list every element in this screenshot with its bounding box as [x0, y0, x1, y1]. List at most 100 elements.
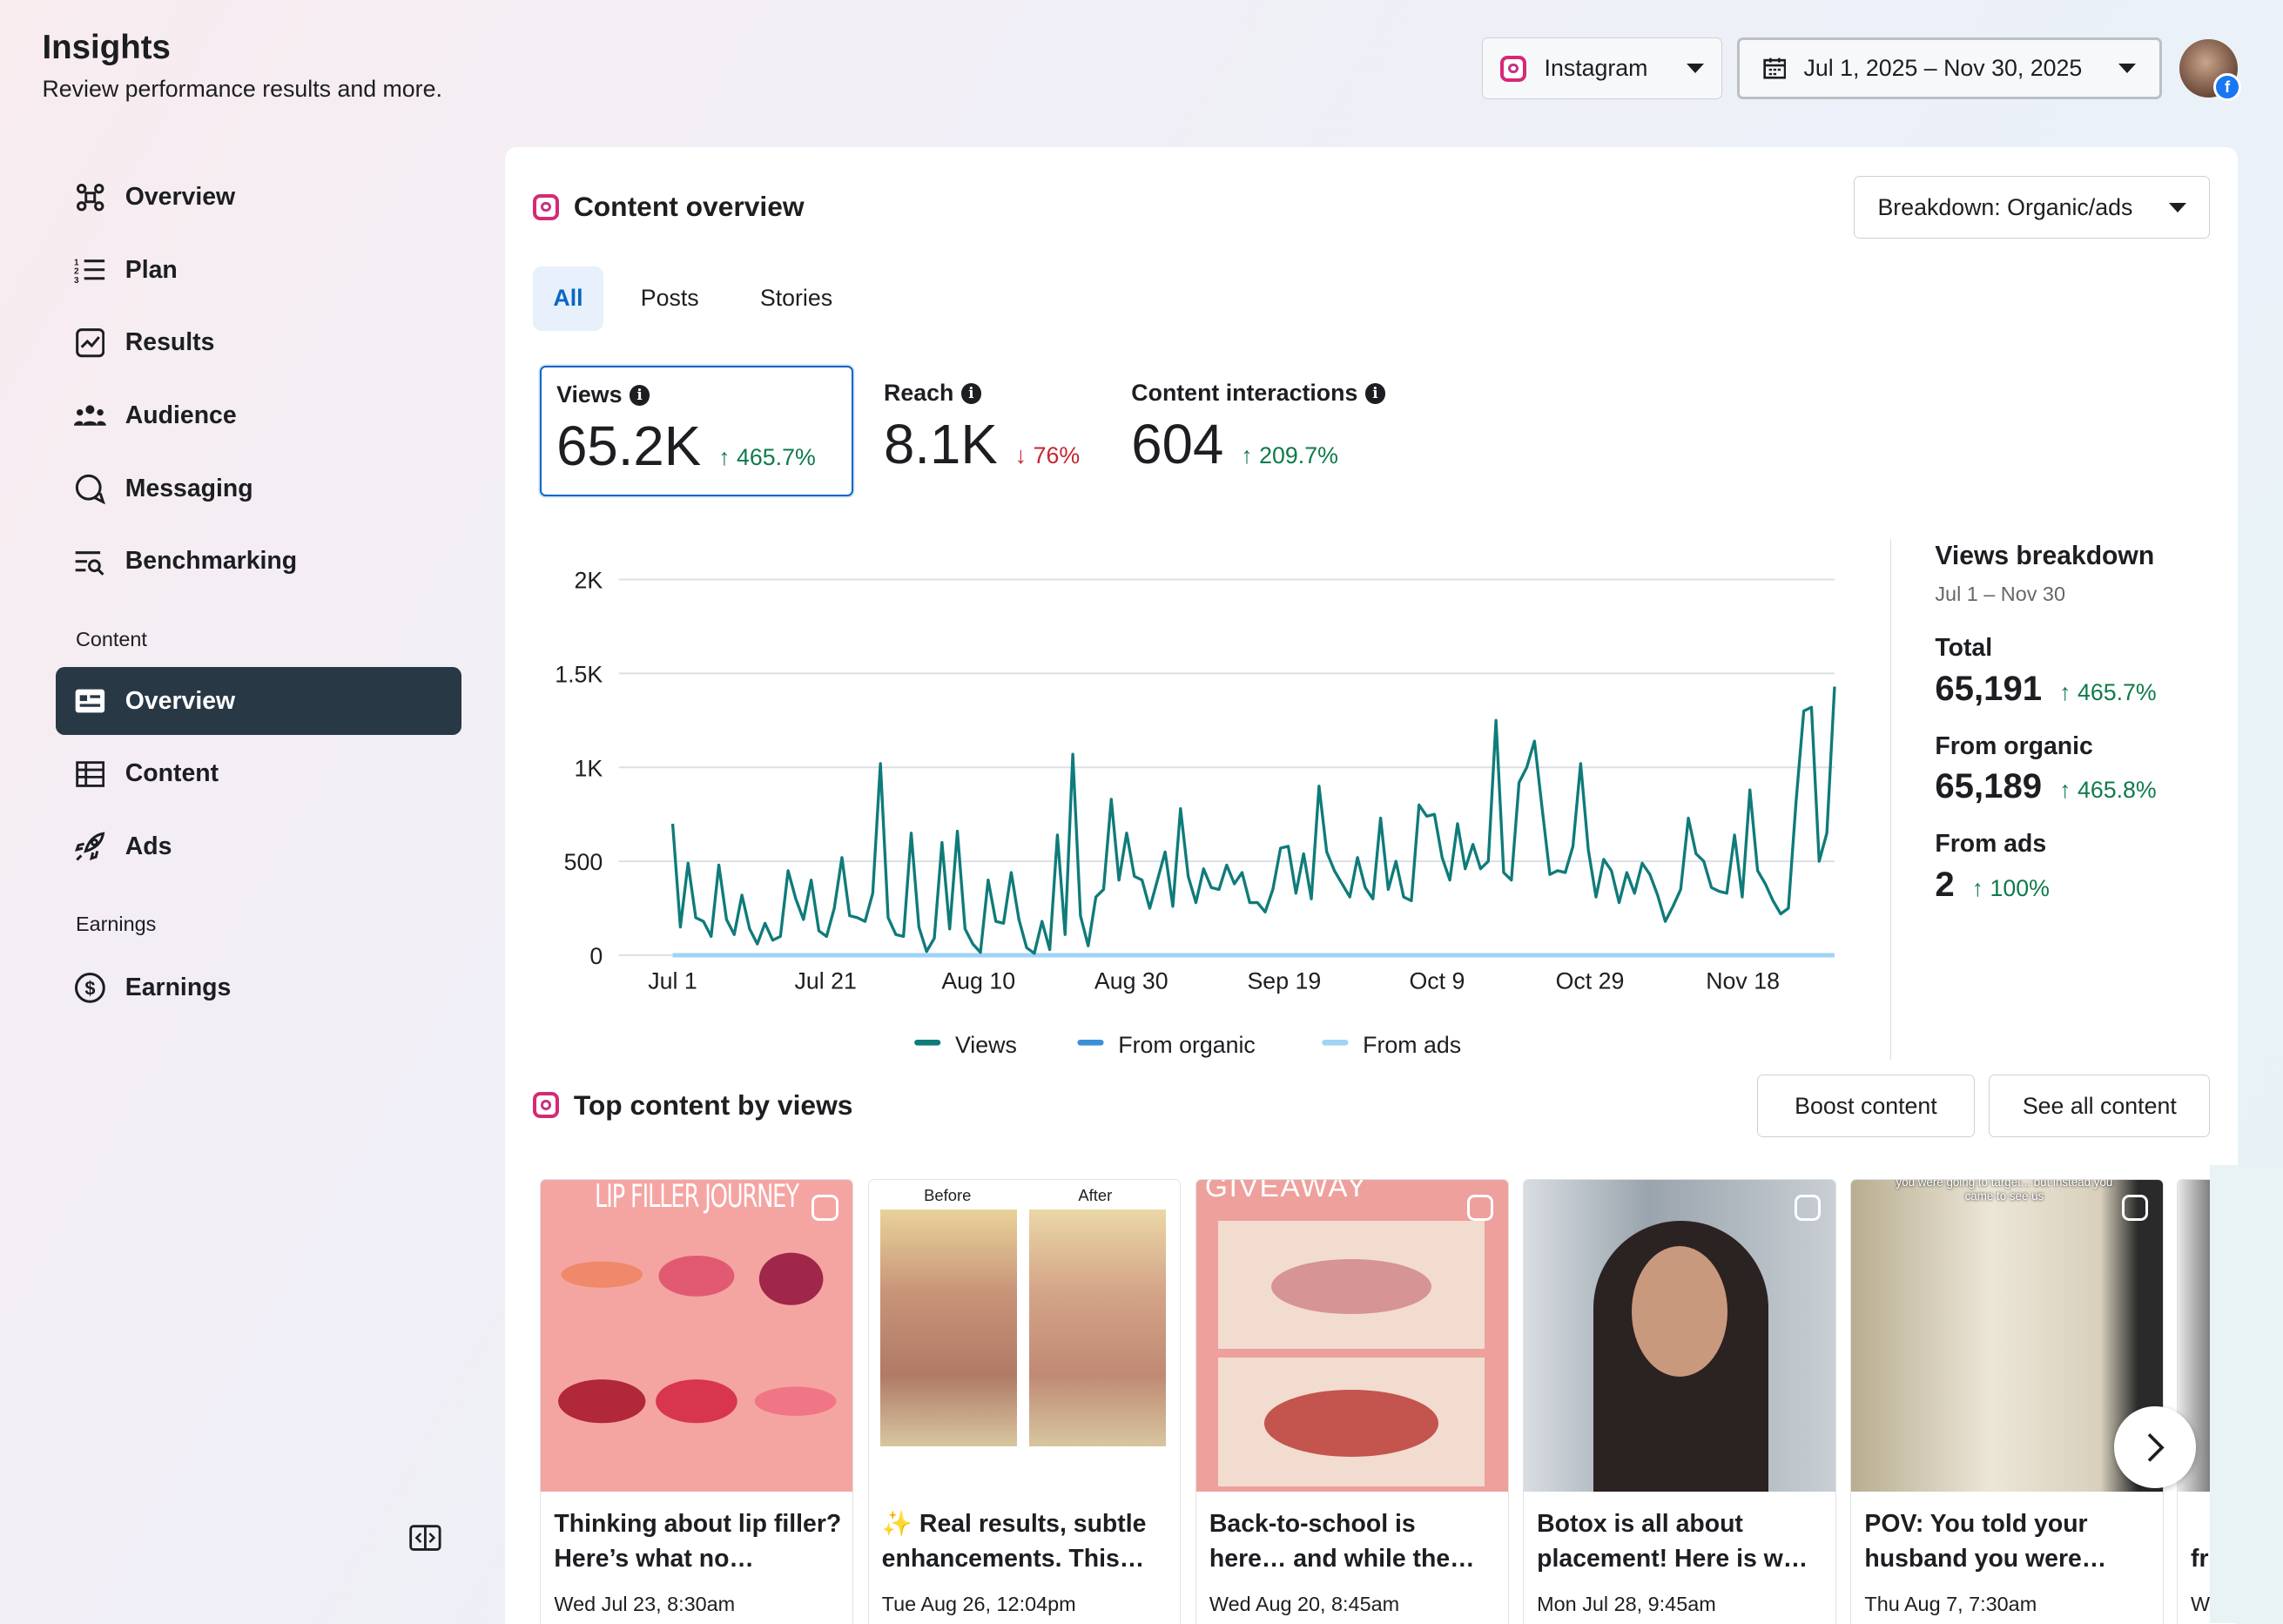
change-value: 465.7%	[2077, 678, 2157, 705]
info-icon[interactable]: i	[629, 385, 650, 406]
chart-icon	[73, 326, 108, 361]
views-line-chart: 0 500 1K 1.5K 2K Jul 1 Jul 21 Aug 10 Aug 30 Sep 1…	[555, 568, 1836, 1058]
legend-swatch	[1322, 1039, 1349, 1046]
post-card[interactable]: you were going to target... but instead …	[1850, 1179, 2165, 1624]
boost-content-button[interactable]: Boost content	[1757, 1075, 1975, 1137]
before-photo	[880, 1209, 1018, 1447]
sidebar-item-label: Results	[125, 328, 215, 357]
post-thumbnail	[1524, 1180, 1835, 1493]
sidebar-item-content[interactable]: Content	[56, 739, 462, 808]
sidebar-item-messaging[interactable]: Messaging	[56, 455, 462, 523]
thumbnail-text: you were going to target... but instead …	[1896, 1180, 2113, 1203]
section-label-earnings: Earnings	[75, 913, 157, 936]
change-value: 465.8%	[2077, 777, 2157, 804]
metric-reach[interactable]: Reach i 8.1K ↓ 76%	[869, 366, 1116, 496]
sidebar-item-plan[interactable]: 1 2 3 Plan	[56, 236, 462, 305]
post-title: Botox is all about placement! Here is w…	[1537, 1510, 1808, 1573]
svg-text:3: 3	[74, 276, 79, 285]
page-title: Insights	[42, 29, 171, 67]
face-shape	[1631, 1245, 1728, 1378]
info-icon[interactable]: i	[1364, 383, 1386, 404]
sidebar-item-benchmarking[interactable]: Benchmarking	[56, 527, 462, 596]
instagram-icon	[1500, 55, 1527, 82]
instagram-icon	[533, 1092, 560, 1119]
overview-icon	[73, 180, 108, 215]
sidebar-item-label: Audience	[125, 401, 237, 429]
info-icon[interactable]: i	[960, 383, 982, 404]
x-tick-label: Oct 29	[1556, 967, 1625, 994]
metric-change-value: 465.7%	[737, 444, 816, 471]
post-card[interactable]: GIVEAWAY Back-to-school is here… and whi…	[1195, 1179, 1509, 1624]
breakdown-change: ↑ 465.7%	[2059, 678, 2157, 705]
breakdown-label: From organic	[1935, 731, 2093, 760]
sidebar-item-ads[interactable]: Ads	[56, 812, 462, 881]
platform-dropdown[interactable]: Instagram	[1482, 37, 1723, 99]
tab-posts[interactable]: Posts	[640, 285, 699, 312]
metric-views[interactable]: Views i 65.2K ↑ 465.7%	[540, 365, 853, 497]
breakdown-label: From ads	[1935, 830, 2047, 859]
svg-text:$: $	[85, 978, 96, 1000]
post-date: Thu Aug 7, 7:30am	[1864, 1592, 2037, 1615]
change-value: 100%	[1990, 874, 2050, 901]
breakdown-change: ↑ 465.8%	[2059, 777, 2157, 804]
thumbnail-text: LIP FILLER JOURNEY	[595, 1180, 799, 1216]
post-card[interactable]: LIP FILLER JOURNEY Thinking about lip fi…	[540, 1179, 854, 1624]
breakdown-dropdown[interactable]: Breakdown: Organic/ads	[1853, 176, 2211, 239]
date-range-dropdown[interactable]: Jul 1, 2025 – Nov 30, 2025	[1736, 37, 2163, 99]
see-all-content-button[interactable]: See all content	[1989, 1075, 2211, 1137]
collapse-sidebar-icon[interactable]	[409, 1525, 441, 1557]
post-thumbnail: Before After	[868, 1180, 1181, 1493]
post-title: fr	[2190, 1545, 2209, 1573]
tab-all[interactable]: All	[533, 266, 604, 331]
sidebar-item-earnings[interactable]: $ Earnings	[56, 954, 462, 1022]
chevron-down-icon	[2118, 64, 2137, 73]
breakdown-label: Total	[1935, 634, 1993, 663]
reel-icon	[1466, 1195, 1493, 1222]
sidebar-item-audience[interactable]: Audience	[56, 381, 462, 450]
legend-label: From organic	[1118, 1032, 1256, 1058]
y-tick-label: 2K	[575, 568, 603, 594]
instagram-icon	[533, 193, 560, 220]
sidebar-item-label: Benchmarking	[125, 547, 298, 576]
breakdown-range: Jul 1 – Nov 30	[1935, 583, 2065, 606]
post-title: ✨ Real results, subtle enhancements. Thi…	[881, 1510, 1147, 1573]
tab-stories[interactable]: Stories	[759, 285, 833, 312]
metric-content-interactions[interactable]: Content interactions i 604 ↑ 209.7%	[1117, 366, 1438, 496]
series-views	[670, 686, 1836, 955]
next-arrow-button[interactable]	[2114, 1406, 2196, 1488]
sidebar-item-content-overview[interactable]: Overview	[55, 666, 462, 736]
post-date: Wed Aug 20, 8:45am	[1209, 1592, 1400, 1615]
post-card[interactable]: Botox is all about placement! Here is w……	[1523, 1179, 1836, 1624]
metric-value: 8.1K	[884, 414, 998, 476]
section-title: Content overview	[573, 191, 805, 223]
svg-text:1: 1	[74, 259, 79, 268]
sidebar-item-label: Messaging	[125, 474, 253, 502]
x-tick-label: Aug 10	[941, 967, 1015, 994]
section-label-content: Content	[75, 627, 147, 650]
legend-swatch	[1077, 1039, 1104, 1046]
thumbnail-text: GIVEAWAY	[1204, 1180, 1368, 1204]
post-date: Wed Jul 23, 8:30am	[554, 1592, 736, 1615]
metric-label: Content interactions	[1131, 380, 1358, 407]
metric-value: 604	[1131, 414, 1224, 476]
x-tick-label: Jul 21	[794, 967, 856, 994]
sidebar-item-overview[interactable]: Overview	[56, 163, 462, 232]
breakdown-label: Breakdown: Organic/ads	[1877, 193, 2133, 220]
sidebar-item-label: Overview	[125, 183, 236, 212]
rocket-icon	[73, 829, 108, 864]
sidebar-item-results[interactable]: Results	[56, 309, 462, 378]
reel-icon	[2122, 1195, 2149, 1222]
chevron-right-icon	[2147, 1432, 2165, 1462]
sidebar-item-label: Ads	[125, 832, 172, 860]
sidebar-item-label: Earnings	[125, 974, 232, 1002]
post-card[interactable]: Before After ✨ Real results, subtle enha…	[867, 1179, 1182, 1624]
benchmark-icon	[73, 544, 108, 579]
content-overview-heading: Content overview	[533, 191, 805, 223]
x-tick-label: Sep 19	[1247, 967, 1321, 994]
sidebar-item-label: Overview	[125, 686, 236, 715]
breakdown-value: 65,191	[1935, 668, 2043, 708]
dollar-icon: $	[73, 971, 108, 1006]
y-tick-label: 1K	[575, 755, 603, 781]
